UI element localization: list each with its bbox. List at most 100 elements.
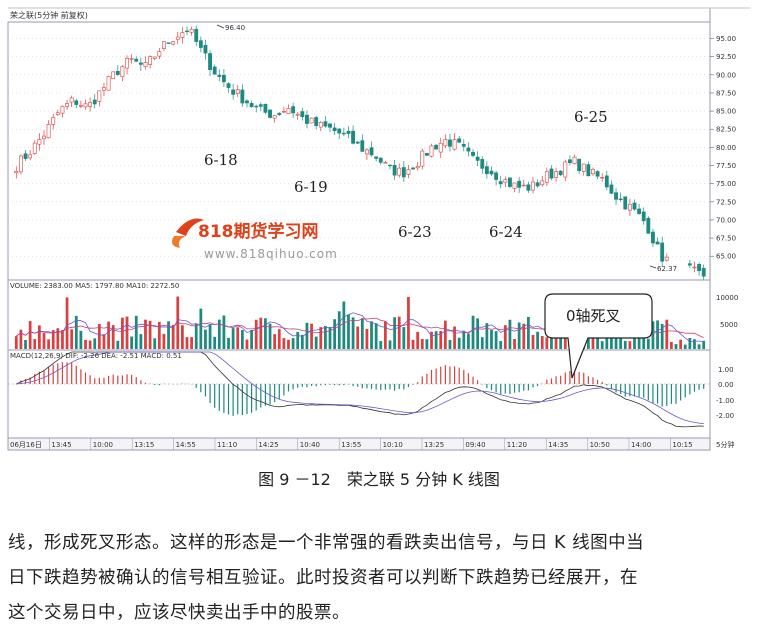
candle-body: [268, 109, 272, 118]
candle-body: [651, 231, 655, 244]
candle-body: [309, 117, 314, 124]
volume-bar: [268, 323, 272, 349]
candle-body: [226, 83, 231, 88]
candle-body: [212, 66, 217, 75]
volume-bar: [194, 323, 198, 349]
candle-body: [503, 179, 508, 183]
volume-bar: [208, 324, 212, 349]
volume-bar: [324, 325, 327, 349]
peak-marker: 96.40: [216, 24, 245, 32]
candle-body: [295, 113, 300, 116]
volume-bar: [499, 341, 503, 349]
macd-bar: [52, 364, 54, 384]
candle-body: [332, 127, 337, 131]
macd-bar: [647, 384, 649, 401]
candle-body: [51, 117, 56, 125]
volume-header: VOLUME: 2383.00 MA5: 1797.80 MA10: 2272.…: [10, 282, 179, 290]
macd-bar: [587, 376, 589, 384]
body-text-line-2: 日下跌趋势被确认的信号相互验证。此时投资者可以判断下跌趋势已经展开，在: [8, 568, 638, 588]
date-label-6-25: 6-25: [574, 108, 608, 126]
candles: [14, 25, 706, 281]
candle-body: [577, 158, 582, 172]
macd-bar: [329, 384, 331, 385]
macd-bar: [250, 384, 253, 413]
macd-bar: [693, 384, 696, 392]
volume-bar: [370, 321, 373, 349]
candle-body: [175, 36, 180, 40]
macd-bar: [297, 384, 299, 388]
time-axis-label: 13:45: [51, 441, 71, 449]
volume-bar: [517, 322, 521, 349]
macd-bar: [274, 384, 276, 403]
candle-body: [235, 89, 240, 94]
macd-bar: [38, 371, 40, 384]
candle-body: [521, 184, 526, 187]
candle-body: [360, 140, 365, 152]
price-axis-label: 65.00: [716, 253, 736, 261]
candle-body: [655, 241, 660, 245]
volume-bar: [287, 339, 290, 349]
macd-bar: [495, 384, 497, 393]
macd-bar: [195, 384, 197, 388]
candle-body: [203, 45, 208, 54]
macd-bar: [463, 370, 465, 384]
macd-bar: [389, 384, 391, 390]
candle-body: [494, 172, 499, 180]
volume-bar: [51, 330, 55, 349]
volume-bar: [688, 337, 692, 349]
macd-bar: [260, 384, 262, 408]
date-label-6-19: 6-19: [294, 178, 328, 196]
date-label-6-18: 6-18: [204, 151, 238, 169]
volume-bar: [480, 337, 484, 349]
macd-bar: [509, 384, 511, 395]
candle-body: [581, 163, 586, 172]
macd-bar: [66, 362, 68, 384]
volume-bar: [656, 320, 659, 349]
candle-body: [595, 171, 600, 177]
candle-body: [337, 128, 342, 134]
volume-bar: [93, 338, 97, 349]
macd-bar: [241, 384, 243, 416]
macd-bar: [223, 384, 225, 413]
time-axis-label: 10:50: [590, 441, 610, 449]
candle-body: [245, 100, 249, 104]
candle-body: [563, 161, 568, 178]
time-axis-label: 09:40: [465, 441, 485, 449]
volume-bar: [19, 329, 23, 349]
macd-bar: [131, 374, 133, 384]
macd-bar: [347, 384, 350, 385]
macd-bar: [394, 384, 396, 391]
volume-bar: [181, 325, 184, 349]
candle-body: [189, 28, 194, 33]
candle-body: [401, 167, 406, 178]
price-axis-label: 95.00: [716, 35, 736, 43]
macd-bar: [398, 384, 400, 390]
candle-body: [646, 217, 651, 234]
macd-bar: [380, 384, 382, 391]
volume-bar: [42, 333, 46, 349]
macd-bar: [523, 384, 525, 391]
macd-bar: [384, 384, 386, 390]
macd-bar: [98, 377, 100, 384]
volume-bar: [162, 333, 166, 349]
macd-bar: [209, 384, 211, 404]
macd-bar: [20, 380, 22, 384]
candle-body: [604, 175, 609, 188]
volume-bar: [130, 336, 134, 349]
macd-bar: [680, 384, 682, 401]
volume-bar: [342, 301, 346, 349]
candle-body: [623, 196, 628, 210]
macd-bar: [370, 384, 373, 390]
volume-bar: [494, 331, 498, 349]
candle-body: [83, 103, 88, 108]
date-label-6-24: 6-24: [489, 223, 523, 241]
volume-bar: [204, 329, 207, 349]
macd-bar: [237, 384, 239, 415]
volume-bar: [642, 336, 646, 349]
macd-bar: [75, 365, 77, 384]
candle-body: [406, 169, 411, 175]
chart-title: 荣之联(5分钟 前复权): [10, 10, 88, 20]
volume-bar: [190, 337, 193, 349]
candle-body: [92, 99, 97, 105]
macd-bar: [315, 384, 317, 387]
